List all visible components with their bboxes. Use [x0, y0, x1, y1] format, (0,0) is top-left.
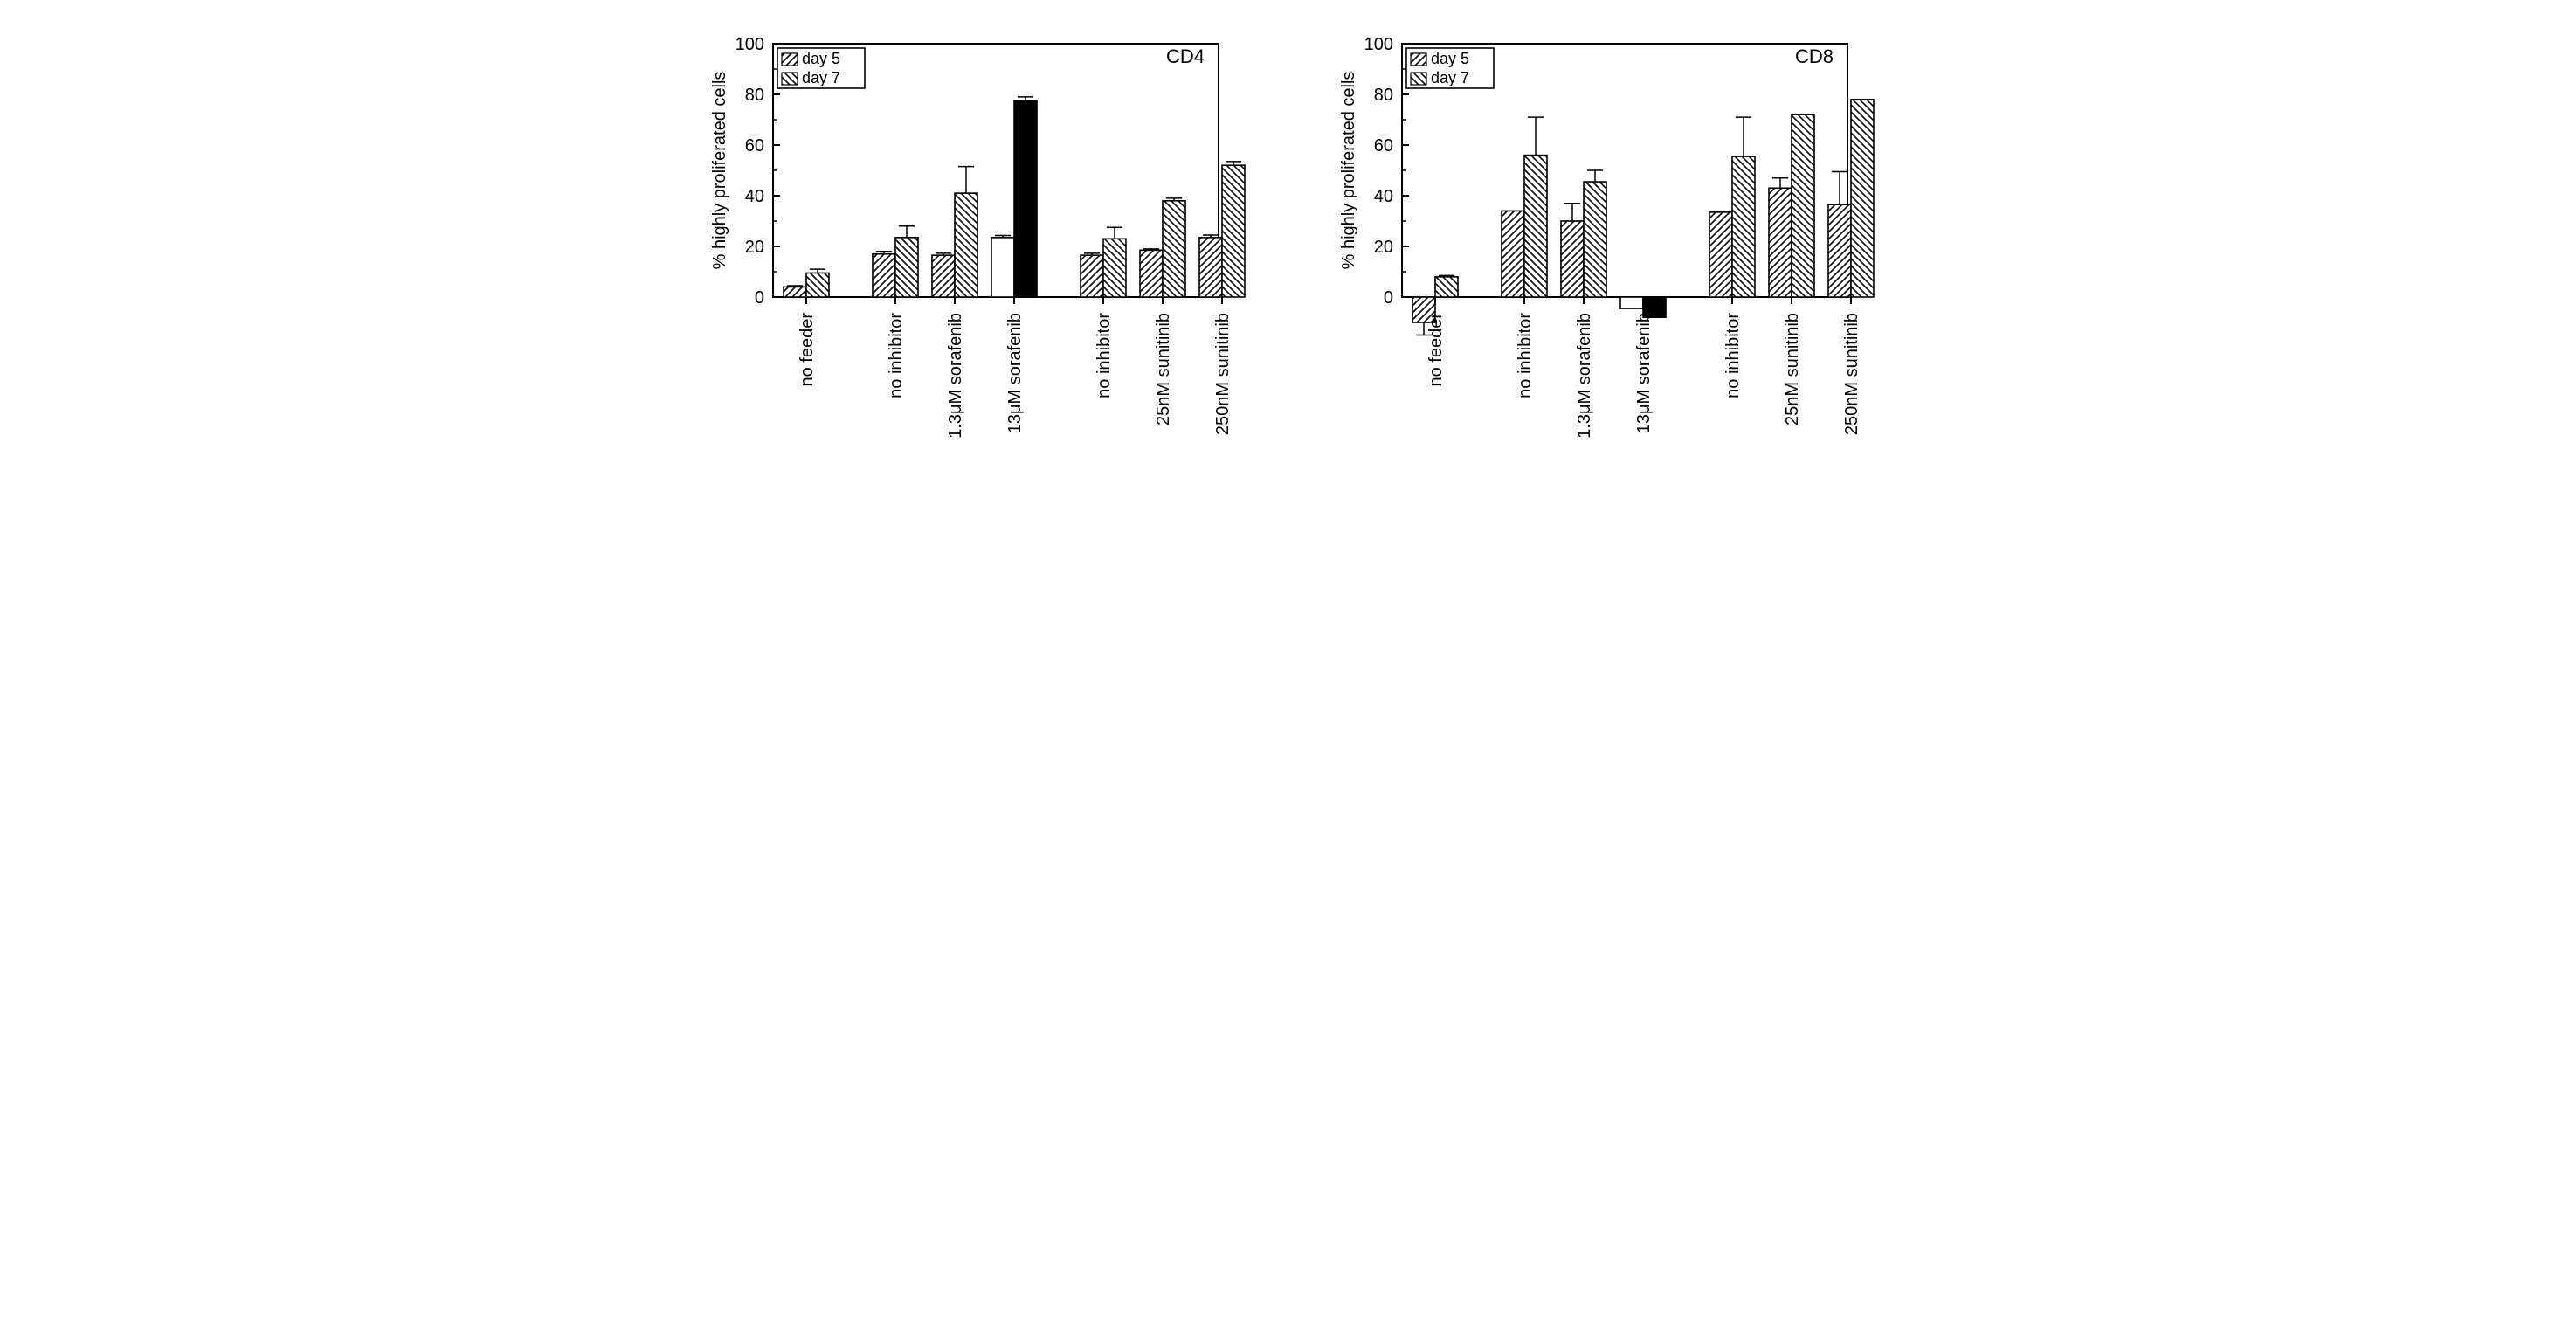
svg-text:day 5: day 5	[1431, 50, 1469, 67]
svg-text:1.3μM sorafenib: 1.3μM sorafenib	[1575, 313, 1594, 439]
svg-text:25nM sunitinib: 25nM sunitinib	[1783, 313, 1802, 425]
svg-text:25nM sunitinib: 25nM sunitinib	[1154, 313, 1173, 425]
svg-text:13μM sorafenib: 13μM sorafenib	[1005, 313, 1025, 433]
svg-text:250nM sunitinib: 250nM sunitinib	[1842, 313, 1861, 435]
svg-text:60: 60	[744, 136, 763, 156]
svg-text:CD4: CD4	[1166, 45, 1205, 67]
svg-text:1.3μM sorafenib: 1.3μM sorafenib	[946, 313, 965, 439]
svg-text:day 7: day 7	[802, 69, 840, 86]
svg-text:no feeder: no feeder	[1426, 313, 1446, 387]
svg-text:day 7: day 7	[1431, 69, 1469, 86]
svg-text:100: 100	[1364, 35, 1392, 54]
svg-text:250nM sunitinib: 250nM sunitinib	[1213, 313, 1233, 435]
svg-text:no feeder: no feeder	[798, 313, 817, 387]
svg-text:no inhibitor: no inhibitor	[887, 313, 906, 398]
svg-text:no inhibitor: no inhibitor	[1516, 313, 1535, 398]
svg-text:CD8: CD8	[1795, 45, 1834, 67]
chart-cd8: 0 20 40 60 80 100 % highly proliferated cells n…	[1323, 17, 1882, 472]
chart-svg-cd8: 0 20 40 60 80 100 % highly proliferated cells n…	[1323, 17, 1882, 472]
svg-text:0: 0	[754, 288, 763, 308]
svg-text:% highly proliferated cells: % highly proliferated cells	[1339, 72, 1358, 270]
svg-text:20: 20	[744, 238, 763, 257]
chart-cd4: 0 20 40 60 80 100 % highly proliferated cells n…	[694, 17, 1253, 472]
svg-text:% highly proliferated cells: % highly proliferated cells	[710, 72, 729, 270]
svg-text:13μM sorafenib: 13μM sorafenib	[1634, 313, 1654, 433]
svg-text:40: 40	[744, 187, 763, 206]
svg-text:20: 20	[1373, 238, 1392, 257]
svg-text:80: 80	[744, 86, 763, 105]
svg-text:80: 80	[1373, 86, 1392, 105]
svg-text:100: 100	[735, 35, 763, 54]
charts-container: 0 20 40 60 80 100 % highly proliferated cells n…	[17, 17, 2559, 472]
svg-text:day 5: day 5	[802, 50, 840, 67]
chart-svg-cd4: 0 20 40 60 80 100 % highly proliferated cells n…	[694, 17, 1253, 472]
svg-text:no inhibitor: no inhibitor	[1095, 313, 1114, 398]
svg-text:no inhibitor: no inhibitor	[1723, 313, 1743, 398]
svg-text:0: 0	[1383, 288, 1392, 308]
svg-text:40: 40	[1373, 187, 1392, 206]
svg-text:60: 60	[1373, 136, 1392, 156]
